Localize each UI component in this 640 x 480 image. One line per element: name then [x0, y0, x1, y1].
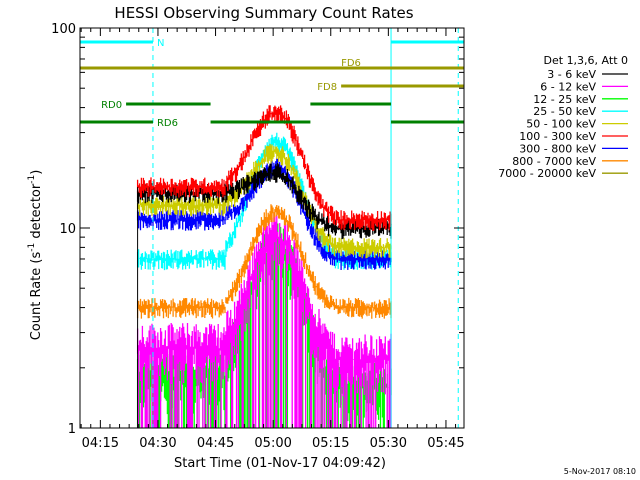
- legend-label: 6 - 12 keV: [540, 80, 596, 93]
- legend-label: 3 - 6 keV: [547, 68, 596, 81]
- y-axis-label-end: ): [29, 170, 44, 175]
- legend-label: 300 - 800 keV: [519, 142, 596, 155]
- y-axis-label-main: Count Rate (s: [29, 252, 44, 341]
- x-tick-label: 05:45: [427, 436, 464, 451]
- series-100-300-kev-line: [136, 105, 392, 231]
- x-tick-label: 04:45: [197, 436, 234, 451]
- legend-header: Det 1,3,6, Att 0: [544, 54, 628, 67]
- y-tick-label: 100: [51, 22, 76, 37]
- x-tick-label: 05:30: [370, 436, 407, 451]
- mode-label-rd6: RD6: [157, 118, 178, 129]
- legend-label: 100 - 300 keV: [519, 130, 596, 143]
- chart-title: HESSI Observing Summary Count Rates: [114, 4, 413, 22]
- mode-label-fd6: FD6: [341, 58, 361, 69]
- legend-label: 12 - 25 keV: [533, 93, 596, 106]
- y-axis-label-sup2: -1: [27, 175, 37, 184]
- legend-label: 800 - 7000 keV: [512, 155, 596, 168]
- y-axis-label-sup1: -1: [27, 243, 37, 252]
- mode-label-n: N: [157, 38, 164, 49]
- axes-layer: 1 10 100 04:15 04:30 04:45 05:00 05:15 05:30 05:4…: [51, 22, 465, 451]
- y-axis-label: Count Rate (s-1 detector-1): [27, 170, 44, 341]
- x-axis-label: Start Time (01-Nov-17 04:09:42): [174, 456, 386, 471]
- footer-timestamp: 5-Nov-2017 08:10: [564, 467, 636, 476]
- x-tick-label: 05:15: [312, 436, 349, 451]
- legend-label: 7000 - 20000 keV: [498, 167, 596, 180]
- x-tick-label: 04:15: [82, 436, 119, 451]
- y-axis-label-mid: detector: [29, 183, 44, 243]
- mode-label-rd0: RD0: [101, 100, 122, 111]
- legend-label: 25 - 50 keV: [533, 105, 596, 118]
- y-tick-label: 1: [68, 422, 76, 437]
- mode-label-fd8: FD8: [317, 82, 337, 93]
- x-tick-label: 05:00: [254, 436, 291, 451]
- x-tick-label: 04:30: [139, 436, 176, 451]
- y-tick-label: 10: [59, 222, 76, 237]
- legend-label: 50 - 100 keV: [526, 118, 596, 131]
- series-layer: [136, 105, 392, 428]
